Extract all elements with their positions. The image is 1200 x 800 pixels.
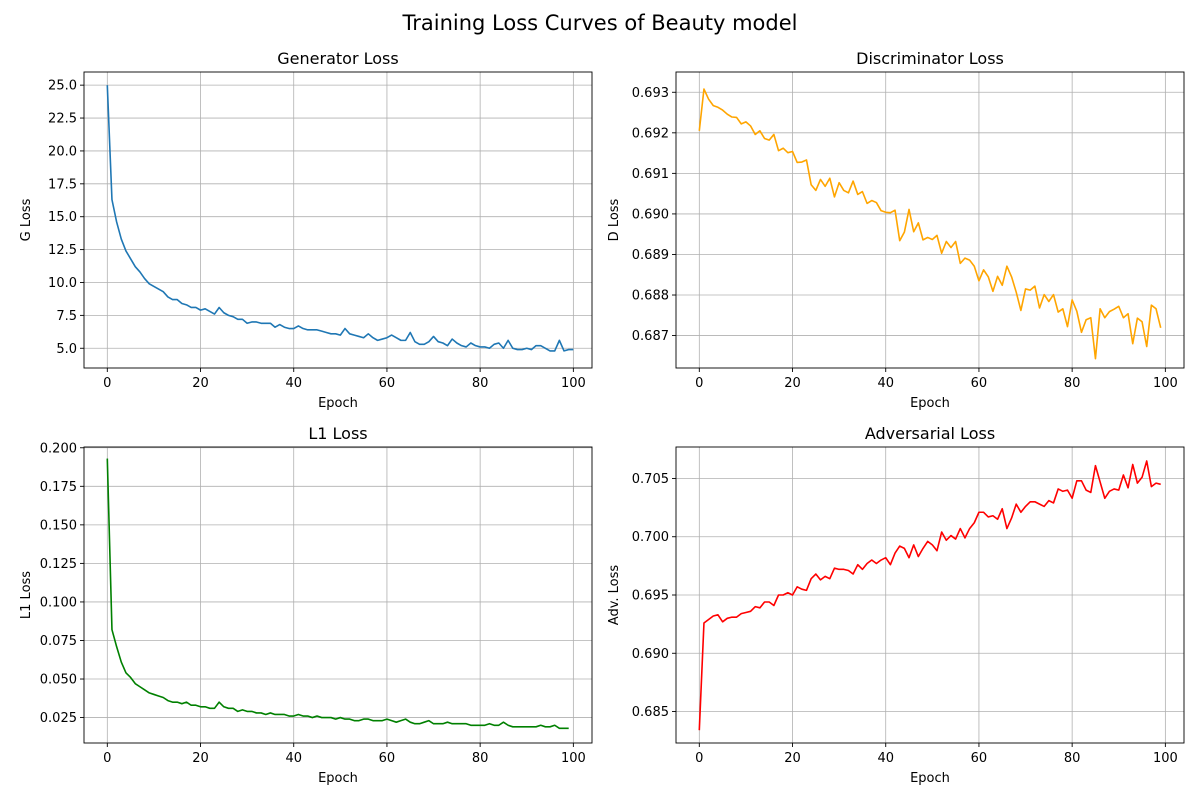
y-tick-label: 0.200 bbox=[40, 441, 77, 456]
x-tick-label: 60 bbox=[971, 751, 988, 766]
y-tick-label: 0.175 bbox=[40, 480, 77, 495]
x-axis-title: Epoch bbox=[318, 771, 358, 786]
y-tick-label: 17.5 bbox=[48, 177, 77, 192]
y-tick-label: 0.685 bbox=[632, 705, 669, 720]
y-tick-label: 0.705 bbox=[632, 472, 669, 487]
series-line bbox=[106, 85, 574, 352]
y-axis-title: G Loss bbox=[19, 198, 34, 241]
x-tick-label: 40 bbox=[285, 376, 302, 391]
figure-title: Training Loss Curves of Beauty model bbox=[402, 11, 798, 35]
y-tick-label: 5.0 bbox=[56, 342, 77, 357]
x-tick-label: 60 bbox=[379, 376, 396, 391]
y-tick-label: 0.700 bbox=[632, 530, 669, 545]
y-tick-label: 0.050 bbox=[40, 673, 77, 688]
y-tick-label: 0.691 bbox=[632, 167, 669, 182]
x-tick-label: 100 bbox=[1153, 751, 1178, 766]
y-axis-title: D Loss bbox=[607, 198, 622, 241]
chart-panel-3: 0 20 40 60 80 100 0.685 0.690 0.695 0.700 0.705 Adv… bbox=[607, 424, 1185, 786]
x-tick-label: 20 bbox=[784, 376, 801, 391]
y-tick-label: 0.695 bbox=[632, 589, 669, 604]
axes-frame bbox=[83, 71, 593, 369]
x-tick-label: 20 bbox=[192, 376, 209, 391]
chart-title: Generator Loss bbox=[277, 49, 398, 68]
y-tick-label: 25.0 bbox=[48, 79, 77, 94]
chart-panel-0: 0 20 40 60 80 100 5.0 7.5 10.0 12.5 15.0 17.5 20.0 22… bbox=[19, 49, 593, 411]
series-line bbox=[698, 460, 1161, 731]
y-tick-label: 0.690 bbox=[632, 207, 669, 222]
chart-title: L1 Loss bbox=[308, 424, 367, 443]
x-tick-label: 100 bbox=[561, 751, 586, 766]
x-tick-label: 0 bbox=[103, 376, 111, 391]
y-tick-label: 0.688 bbox=[632, 289, 669, 304]
x-tick-label: 100 bbox=[561, 376, 586, 391]
x-tick-label: 20 bbox=[192, 751, 209, 766]
y-tick-label: 0.125 bbox=[40, 557, 77, 572]
y-tick-label: 0.100 bbox=[40, 595, 77, 610]
chart-title: Adversarial Loss bbox=[865, 424, 995, 443]
y-tick-label: 10.0 bbox=[48, 276, 77, 291]
x-tick-label: 40 bbox=[877, 376, 894, 391]
x-tick-label: 80 bbox=[472, 751, 489, 766]
x-tick-label: 60 bbox=[971, 376, 988, 391]
x-tick-label: 80 bbox=[472, 376, 489, 391]
series-line bbox=[698, 88, 1162, 360]
x-tick-label: 20 bbox=[784, 751, 801, 766]
y-tick-label: 20.0 bbox=[48, 144, 77, 159]
y-tick-label: 0.687 bbox=[632, 329, 669, 344]
y-tick-label: 0.075 bbox=[40, 634, 77, 649]
y-axis-title: Adv. Loss bbox=[607, 565, 622, 626]
y-tick-label: 22.5 bbox=[48, 112, 77, 127]
x-axis-title: Epoch bbox=[910, 771, 950, 786]
y-tick-label: 7.5 bbox=[56, 309, 77, 324]
x-axis-title: Epoch bbox=[910, 396, 950, 411]
axes-frame bbox=[675, 71, 1185, 369]
x-tick-label: 100 bbox=[1153, 376, 1178, 391]
x-tick-label: 80 bbox=[1064, 751, 1081, 766]
y-tick-label: 0.690 bbox=[632, 647, 669, 662]
chart-title: Discriminator Loss bbox=[856, 49, 1004, 68]
x-axis-title: Epoch bbox=[318, 396, 358, 411]
y-tick-label: 0.689 bbox=[632, 248, 669, 263]
series-line bbox=[106, 458, 569, 730]
y-tick-label: 0.693 bbox=[632, 86, 669, 101]
y-tick-label: 0.692 bbox=[632, 126, 669, 141]
x-tick-label: 0 bbox=[695, 376, 703, 391]
x-tick-label: 0 bbox=[103, 751, 111, 766]
chart-panel-2: 0 20 40 60 80 100 0.025 0.050 0.075 0.100 0.125 0.1… bbox=[19, 424, 593, 786]
y-axis-title: L1 Loss bbox=[19, 571, 34, 619]
x-tick-label: 80 bbox=[1064, 376, 1081, 391]
y-tick-label: 0.025 bbox=[40, 711, 77, 726]
y-tick-label: 0.150 bbox=[40, 518, 77, 533]
chart-panel-1: 0 20 40 60 80 100 0.687 0.688 0.689 0.690 0.691 0.6… bbox=[607, 49, 1185, 411]
x-tick-label: 60 bbox=[379, 751, 396, 766]
y-tick-label: 12.5 bbox=[48, 243, 77, 258]
axes-frame bbox=[83, 446, 593, 744]
x-tick-label: 40 bbox=[285, 751, 302, 766]
y-tick-label: 15.0 bbox=[48, 210, 77, 225]
x-tick-label: 40 bbox=[877, 751, 894, 766]
x-tick-label: 0 bbox=[695, 751, 703, 766]
